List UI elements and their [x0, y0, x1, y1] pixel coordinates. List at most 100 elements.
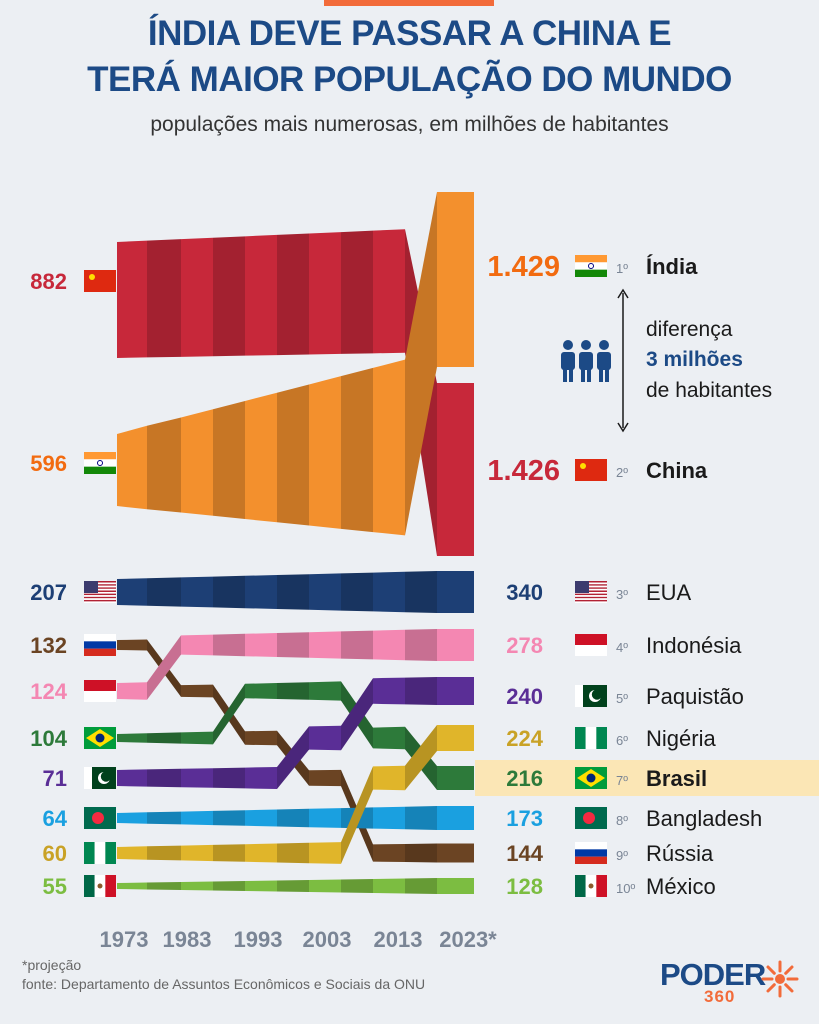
start-value-brasil: 104: [30, 726, 67, 751]
country-name-nigeria: Nigéria: [646, 726, 716, 751]
person-head: [599, 340, 609, 350]
end-flag-bangladesh: [575, 807, 607, 829]
end-flag-brasil: [575, 767, 607, 789]
person-icon: [597, 340, 611, 382]
end-flag-eua-part: [575, 592, 607, 594]
band-segment-eua: [309, 573, 341, 611]
footnote: *projeção: [22, 957, 82, 973]
end-flag-india-part: [575, 255, 607, 263]
x-tick-1993: 1993: [234, 927, 283, 952]
country-name-eua: EUA: [646, 580, 692, 605]
band-segment-bangladesh: [437, 806, 474, 830]
x-tick-1973: 1973: [100, 927, 149, 952]
band-segment-mexico: [437, 878, 474, 894]
start-flag-brasil-globe: [95, 733, 105, 743]
rank-paquistao: 5º: [616, 691, 628, 706]
start-value-bangladesh: 64: [43, 806, 68, 831]
start-flag-paquistao-moon-cut: [100, 771, 112, 782]
series-china: [117, 229, 474, 557]
person-body: [579, 352, 593, 370]
country-name-china: China: [646, 458, 708, 483]
end-flag-mexico-part: [575, 875, 586, 897]
end-flag-nigeria: [575, 727, 607, 749]
start-value-indonesia: 124: [30, 679, 67, 704]
end-value-india: 1.429: [487, 251, 560, 283]
person-body: [597, 352, 611, 370]
band-segment-china: [309, 232, 341, 355]
end-flag-china-star: [580, 463, 586, 469]
start-flag-india-part: [84, 466, 116, 474]
band-segment-indonesia: [373, 629, 405, 661]
band-segment-india: [437, 192, 474, 367]
band-segment-nigeria: [309, 842, 341, 864]
band-segment-eua: [373, 571, 405, 613]
end-flag-india-part: [575, 262, 607, 270]
end-flag-mexico: [575, 875, 607, 897]
end-flag-india: [575, 255, 607, 277]
title-line-2: TERÁ MAIOR POPULAÇÃO DO MUNDO: [87, 60, 732, 99]
band-segment-mexico: [181, 881, 213, 891]
start-flag-eua-part: [84, 593, 116, 596]
band-segment-russia: [437, 843, 474, 863]
end-flag-india-wheel: [588, 263, 594, 269]
end-flag-china: [575, 459, 607, 481]
band-segment-indonesia: [437, 629, 474, 661]
person-head: [563, 340, 573, 350]
start-value-russia: 132: [30, 633, 67, 658]
band-segment-paquistao: [405, 677, 437, 705]
start-flag-eua-part: [84, 595, 116, 597]
start-flag-india-wheel: [97, 460, 103, 466]
end-value-paquistao: 240: [506, 684, 543, 709]
country-name-india: Índia: [646, 254, 698, 279]
end-flag-bangladesh-disc: [583, 812, 595, 824]
band-segment-india: [213, 400, 245, 520]
start-value-eua: 207: [30, 580, 67, 605]
end-flag-russia-part: [575, 842, 607, 850]
person-leg: [605, 368, 609, 382]
start-flag-bangladesh: [84, 807, 116, 829]
end-flag-brasil-globe: [586, 773, 596, 783]
band-segment-nigeria: [373, 765, 405, 791]
start-flag-eua-part: [84, 587, 116, 589]
band-segment-brasil: [309, 681, 341, 701]
band-segment-bangladesh: [277, 808, 309, 828]
annotation-line-1: diferença: [646, 318, 733, 341]
end-flag-eua-part: [575, 596, 607, 599]
end-flag-nigeria-part: [575, 727, 586, 749]
band-segment-brasil: [437, 766, 474, 790]
end-flag-china-part: [575, 459, 607, 481]
logo-word: PODER: [660, 957, 766, 992]
band-segment-mexico: [117, 882, 147, 890]
band-segment-indonesia: [147, 635, 181, 700]
start-flag-china-star: [89, 274, 95, 280]
series-bangladesh: [117, 806, 474, 830]
band-segment-russia: [245, 730, 277, 746]
end-value-russia: 144: [506, 841, 543, 866]
start-flag-nigeria-part: [94, 842, 106, 864]
band-segment-india: [147, 417, 181, 513]
band-segment-brasil: [181, 731, 213, 745]
country-name-brasil: Brasil: [646, 766, 707, 791]
subtitle: populações mais numerosas, em milhões de…: [150, 113, 669, 136]
band-segment-indonesia: [277, 632, 309, 658]
end-flag-eua: [575, 581, 607, 603]
x-tick-2003: 2003: [303, 927, 352, 952]
band-segment-eua: [181, 576, 213, 608]
band-segment-mexico: [373, 878, 405, 894]
start-flag-eua-part: [84, 588, 116, 591]
band-segment-bangladesh: [245, 809, 277, 827]
band-segment-eua: [117, 578, 147, 606]
series-mexico: [117, 878, 474, 894]
series-india: [117, 192, 474, 536]
band-segment-india: [309, 376, 341, 529]
end-value-indonesia: 278: [506, 633, 543, 658]
end-flag-mexico-part: [596, 875, 607, 897]
band-segment-brasil: [147, 732, 181, 744]
start-flag-indonesia-part: [84, 691, 116, 702]
person-icon: [561, 340, 575, 382]
band-segment-russia: [181, 684, 213, 698]
start-flag-paquistao: [84, 767, 116, 789]
band-segment-mexico: [213, 881, 245, 891]
end-value-eua: 340: [506, 580, 543, 605]
